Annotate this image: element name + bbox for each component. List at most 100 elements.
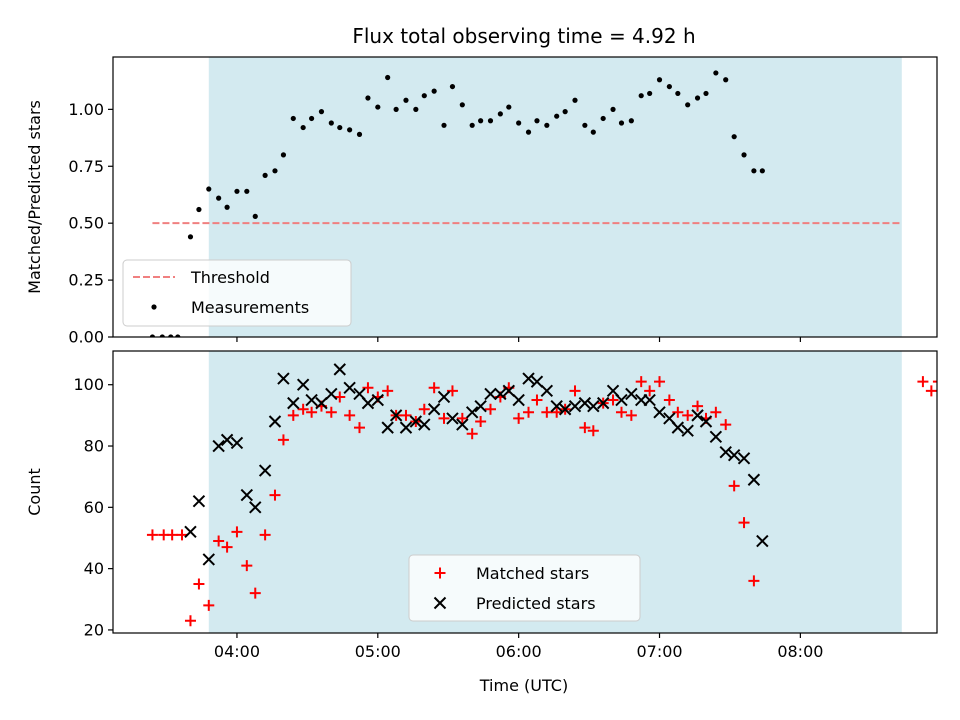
matched-star-point: [297, 403, 309, 415]
measurement-point: [516, 120, 522, 126]
matched-star-point: [325, 406, 337, 418]
matched-star-point: [738, 517, 750, 529]
measurement-point: [356, 131, 363, 137]
predicted-star-point: [268, 415, 282, 428]
measurement-point: [694, 95, 701, 101]
matched-star-point: [249, 587, 261, 599]
measurement-point: [685, 102, 691, 108]
y-tick-label: 0.25: [68, 271, 104, 290]
predicted-star-point: [484, 387, 497, 401]
predicted-star-point: [550, 399, 563, 413]
legend: Matched stars Predicted stars: [408, 554, 641, 622]
measurement-point: [582, 122, 588, 128]
y-tick-label: 0.75: [68, 157, 104, 176]
y-tick-label: 1.00: [68, 100, 104, 119]
predicted-star-point: [409, 415, 423, 428]
measurement-point: [421, 93, 427, 99]
predicted-star-point: [202, 553, 215, 566]
predicted-star-point: [333, 363, 346, 376]
measurement-point: [168, 334, 174, 337]
matched-star-point: [166, 529, 178, 541]
axes-frame: [112, 56, 938, 338]
measurement-point: [497, 111, 503, 117]
measurement-point: [159, 334, 165, 337]
predicted-star-point: [381, 421, 394, 434]
matched-star-point: [513, 412, 525, 424]
matched-star-point: [241, 560, 253, 572]
measurement-point: [618, 120, 625, 126]
y-tick-label: 60: [84, 498, 104, 517]
predicted-star-point: [287, 396, 300, 410]
matched-star-point: [682, 409, 694, 421]
measurement-point: [487, 118, 494, 124]
predicted-star-point: [389, 409, 403, 422]
measurement-point: [723, 77, 729, 83]
counts-panel: 20 40 60 80 100 04:00 05:00 06:00 07:00 08:00 Coun…: [25, 350, 938, 661]
matched-star-point: [484, 403, 496, 415]
matched-star-point: [541, 406, 553, 418]
legend-predicted-swatch: [433, 596, 447, 610]
matched-star-point: [259, 529, 271, 541]
measurement-point: [272, 168, 278, 174]
measurement-point: [318, 109, 325, 115]
matched-star-point: [579, 422, 591, 434]
predicted-star-point: [437, 390, 451, 404]
predicted-star-point: [230, 436, 244, 450]
predicted-star-point: [325, 387, 338, 401]
predicted-star-point: [296, 378, 310, 391]
matched-star-point: [176, 529, 188, 541]
matched-star-point: [231, 526, 243, 538]
y-tick-label: 100: [73, 375, 104, 394]
matched-star-point: [269, 489, 281, 501]
x-tick-label: 07:00: [636, 642, 682, 661]
measurement-point: [224, 204, 230, 210]
predicted-star-point: [512, 393, 525, 407]
measurement-point: [375, 104, 381, 110]
measurement-point: [347, 127, 353, 133]
measurement-point: [759, 168, 765, 174]
y-tick-label: 0.50: [68, 214, 104, 233]
predicted-star-point: [737, 452, 751, 465]
matched-star-point: [184, 615, 196, 627]
predicted-star-point: [427, 403, 441, 416]
axes-frame: [112, 350, 938, 634]
legend-measurements-label: Measurements: [191, 298, 309, 317]
measurement-point: [751, 168, 757, 174]
measurement-point: [187, 234, 194, 240]
predicted-star-point: [494, 387, 507, 401]
matched-star-point: [400, 409, 412, 421]
predicted-star-point: [343, 381, 356, 394]
predicted-star-point: [474, 399, 487, 413]
matched-star-point: [932, 380, 937, 383]
measurement-point: [262, 172, 268, 178]
predicted-star-point: [502, 384, 516, 398]
measurement-point: [741, 152, 747, 158]
matched-star-point: [569, 385, 581, 397]
y-tick-label: 0.00: [68, 328, 104, 347]
matched-star-point: [475, 416, 487, 427]
matched-star-point: [203, 599, 215, 611]
measurement-point: [506, 104, 512, 110]
measurement-point: [403, 97, 409, 103]
matched-star-point: [334, 391, 346, 403]
predicted-star-point: [615, 393, 628, 407]
measurement-point: [713, 70, 719, 76]
measurement-point: [328, 120, 334, 126]
legend-threshold-label: Threshold: [190, 268, 270, 287]
measurement-point: [244, 188, 250, 194]
y-axis-label: Count: [25, 468, 44, 516]
matched-star-point: [710, 406, 722, 418]
predicted-star-point: [558, 403, 572, 416]
measurement-point: [365, 95, 371, 101]
measurement-point: [572, 97, 578, 103]
matched-star-point: [925, 385, 937, 397]
predicted-star-point: [747, 473, 761, 486]
predicted-star-point: [643, 393, 656, 407]
matched-star-point: [306, 406, 318, 418]
matched-star-point: [438, 412, 450, 424]
predicted-star-point: [418, 418, 431, 431]
matched-star-point: [615, 406, 627, 418]
matched-star-point: [654, 376, 666, 388]
y-tick-label: 20: [84, 620, 104, 639]
